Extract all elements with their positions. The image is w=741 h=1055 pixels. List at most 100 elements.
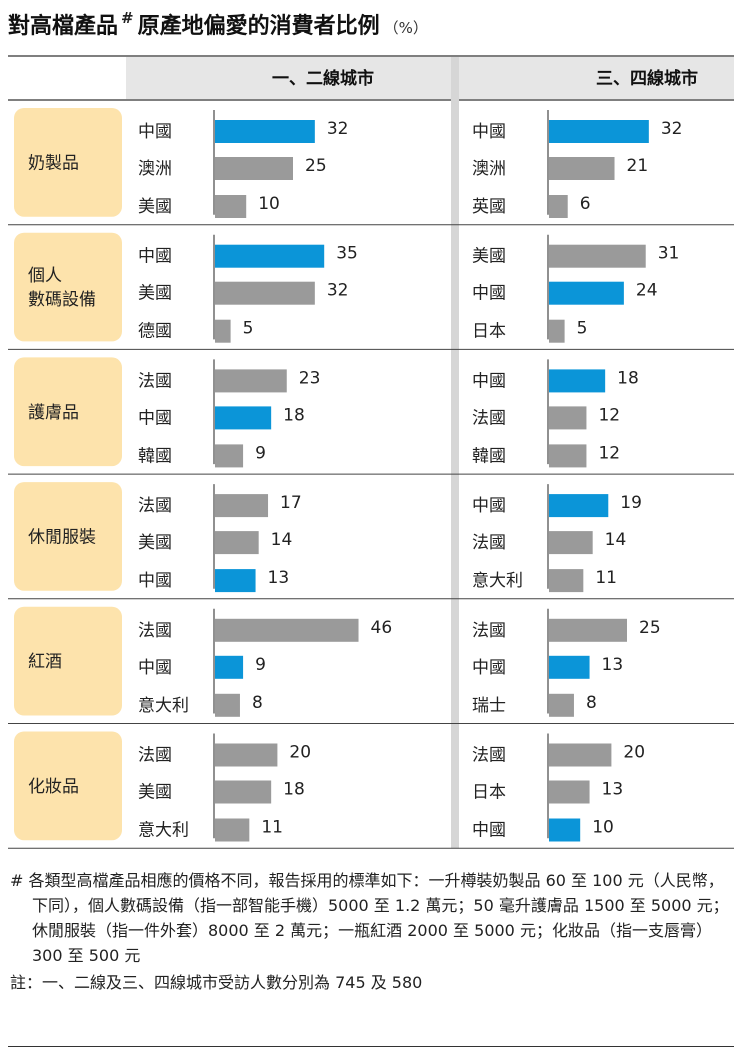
country-label: 中國	[472, 821, 506, 841]
header-background	[126, 57, 734, 99]
bar	[549, 693, 574, 717]
country-label: 中國	[138, 571, 172, 591]
data-label: 18	[283, 405, 305, 425]
category-label: 休閒服裝	[28, 527, 96, 547]
column-header-tier12: 一、二線城市	[272, 68, 374, 89]
country-label: 意大利	[472, 571, 523, 591]
bar	[215, 120, 315, 143]
data-label: 11	[595, 568, 617, 588]
country-label: 意大利	[138, 821, 189, 841]
country-label: 中國	[138, 408, 172, 428]
data-label: 32	[661, 119, 683, 139]
data-label: 11	[261, 818, 283, 838]
bar	[215, 157, 293, 180]
data-label: 32	[327, 281, 349, 301]
country-label: 美國	[138, 197, 172, 217]
country-label: 法國	[472, 746, 506, 766]
category-box	[14, 482, 122, 591]
country-label: 日本	[472, 783, 506, 803]
bar	[549, 569, 584, 593]
country-label: 法國	[138, 621, 172, 641]
country-label: 美國	[138, 783, 172, 803]
bar	[215, 569, 256, 593]
bar	[215, 444, 244, 468]
bar	[549, 743, 612, 767]
bar	[215, 693, 240, 717]
data-label: 20	[289, 743, 311, 763]
footnote-text: # 各類型高檔產品相應的價格不同，報告採用的標準如下：一升樽裝奶製品 60 至 …	[10, 871, 729, 965]
data-label: 31	[658, 244, 680, 264]
chart-title-rest: 原產地偏愛的消費者比例	[137, 14, 380, 39]
data-label: 10	[258, 194, 280, 214]
category-box	[14, 731, 122, 841]
country-label: 中國	[138, 247, 172, 267]
bar	[549, 157, 615, 180]
data-label: 13	[602, 655, 624, 675]
country-label: 美國	[138, 284, 172, 304]
country-label: 法國	[472, 408, 506, 428]
bar	[549, 444, 587, 468]
data-label: 8	[252, 693, 263, 713]
category-label: 化妝品	[28, 777, 79, 797]
bar	[215, 369, 287, 393]
category-box	[14, 232, 122, 342]
data-label: 10	[592, 818, 614, 838]
panel-divider	[451, 57, 459, 849]
country-label: 中國	[138, 122, 172, 142]
country-label: 美國	[138, 533, 172, 553]
bar	[549, 494, 609, 518]
data-label: 32	[327, 119, 349, 139]
data-label: 21	[627, 156, 649, 176]
bar	[549, 406, 587, 430]
country-label: 法國	[472, 621, 506, 641]
bar	[215, 319, 231, 343]
country-label: 韓國	[472, 446, 506, 466]
bar	[549, 195, 568, 218]
data-label: 5	[577, 319, 588, 339]
bar	[215, 406, 272, 430]
bar	[549, 319, 565, 343]
country-label: 澳洲	[472, 159, 506, 179]
data-label: 14	[271, 530, 293, 550]
column-header-tier34: 三、四線城市	[596, 68, 698, 89]
bar	[215, 195, 247, 218]
bar	[549, 531, 593, 555]
bar	[549, 618, 627, 642]
note-text: 註：一、二線及三、四線城市受訪人數分別為 745 及 580	[10, 973, 423, 992]
country-label: 瑞士	[472, 696, 506, 716]
bar	[215, 743, 278, 767]
category-label: 奶製品	[28, 153, 79, 173]
data-label: 19	[620, 493, 642, 513]
country-label: 德國	[138, 322, 172, 342]
footnote-block: # 各類型高檔產品相應的價格不同，報告採用的標準如下：一升樽裝奶製品 60 至 …	[10, 868, 734, 995]
bar	[549, 120, 649, 143]
category-box	[14, 108, 122, 217]
country-label: 韓國	[138, 446, 172, 466]
country-label: 中國	[472, 496, 506, 516]
category-label: 紅酒	[28, 652, 62, 672]
bar	[215, 531, 259, 555]
data-label: 23	[299, 368, 321, 388]
bar	[215, 244, 325, 268]
bar	[215, 494, 269, 518]
data-label: 17	[280, 493, 302, 513]
category-label: 數碼設備	[28, 290, 96, 310]
bar	[549, 369, 606, 393]
country-label: 法國	[138, 746, 172, 766]
bar	[549, 780, 590, 804]
country-label: 日本	[472, 322, 506, 342]
data-label: 6	[580, 194, 591, 214]
chart-title: 對高檔產品	[8, 14, 119, 39]
country-label: 澳洲	[138, 159, 172, 179]
data-label: 18	[283, 780, 305, 800]
data-label: 5	[243, 319, 254, 339]
category-label: 個人	[28, 266, 62, 286]
bar	[549, 281, 624, 305]
data-label: 9	[255, 655, 266, 675]
data-label: 35	[336, 244, 358, 264]
data-label: 8	[586, 693, 597, 713]
data-label: 14	[605, 530, 627, 550]
category-label: 護膚品	[28, 403, 79, 423]
chart-unit: （%）	[383, 19, 428, 37]
